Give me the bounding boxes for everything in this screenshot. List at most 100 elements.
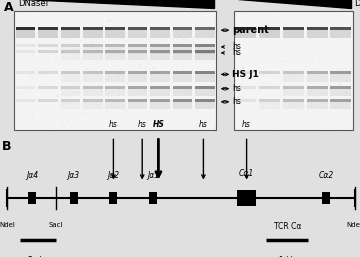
Bar bbox=[346, 106, 347, 107]
Bar bbox=[273, 107, 274, 108]
Bar bbox=[303, 50, 304, 51]
Bar bbox=[50, 48, 51, 49]
Bar bbox=[29, 15, 30, 16]
Bar bbox=[198, 39, 199, 40]
Bar bbox=[334, 26, 335, 27]
Bar bbox=[113, 123, 114, 124]
Bar bbox=[193, 12, 194, 13]
Bar bbox=[145, 13, 146, 14]
Bar bbox=[164, 15, 165, 16]
Text: NdeI: NdeI bbox=[0, 222, 15, 227]
Bar bbox=[256, 34, 257, 35]
Bar bbox=[184, 37, 185, 38]
Bar bbox=[257, 27, 258, 29]
Bar bbox=[198, 56, 199, 57]
Bar bbox=[291, 60, 292, 61]
Bar bbox=[207, 27, 208, 28]
Bar bbox=[134, 106, 135, 107]
Bar bbox=[27, 113, 28, 114]
Bar bbox=[91, 36, 93, 37]
Bar bbox=[283, 30, 304, 38]
Bar bbox=[311, 113, 312, 114]
Bar bbox=[327, 121, 328, 122]
Bar bbox=[345, 95, 346, 96]
Bar bbox=[109, 19, 110, 20]
Bar bbox=[271, 94, 273, 95]
Bar bbox=[142, 126, 143, 127]
Bar bbox=[262, 34, 263, 35]
Bar bbox=[201, 119, 202, 120]
Bar bbox=[76, 40, 77, 41]
Bar bbox=[89, 120, 90, 121]
Bar bbox=[48, 27, 49, 28]
Bar bbox=[60, 86, 80, 89]
Bar bbox=[249, 53, 250, 55]
Bar bbox=[40, 42, 41, 43]
Bar bbox=[328, 46, 329, 47]
Bar bbox=[170, 107, 171, 108]
Bar bbox=[189, 97, 190, 98]
Bar bbox=[150, 74, 170, 82]
Bar bbox=[322, 106, 323, 107]
Bar bbox=[69, 63, 70, 65]
Bar bbox=[150, 71, 170, 74]
Bar bbox=[130, 37, 131, 38]
Bar bbox=[183, 53, 184, 54]
Bar bbox=[167, 21, 168, 22]
Bar bbox=[173, 114, 174, 115]
Bar bbox=[67, 68, 68, 69]
Bar bbox=[128, 27, 148, 30]
Bar bbox=[70, 103, 71, 104]
Bar bbox=[187, 49, 188, 50]
Bar bbox=[248, 78, 249, 79]
Bar bbox=[16, 50, 35, 53]
Bar bbox=[30, 92, 31, 93]
Bar bbox=[212, 67, 213, 68]
Bar bbox=[299, 47, 300, 48]
Bar bbox=[65, 29, 66, 30]
Bar bbox=[26, 17, 27, 19]
Bar bbox=[299, 46, 300, 47]
Bar bbox=[328, 85, 329, 86]
Bar bbox=[98, 62, 99, 63]
Bar bbox=[261, 68, 262, 69]
Bar bbox=[21, 14, 22, 15]
Bar bbox=[283, 89, 304, 96]
Bar bbox=[262, 113, 263, 114]
Bar bbox=[306, 81, 307, 82]
Bar bbox=[37, 100, 39, 102]
Bar bbox=[93, 15, 94, 16]
Bar bbox=[203, 18, 204, 20]
Bar bbox=[130, 50, 131, 51]
Bar bbox=[259, 99, 280, 102]
Bar bbox=[216, 107, 217, 108]
Bar bbox=[116, 70, 117, 71]
Bar bbox=[319, 75, 320, 76]
Bar bbox=[175, 22, 176, 23]
Bar bbox=[100, 56, 102, 57]
Bar bbox=[58, 109, 59, 111]
Bar bbox=[136, 39, 137, 40]
Bar bbox=[114, 101, 115, 102]
Bar bbox=[301, 20, 302, 21]
Bar bbox=[352, 126, 353, 127]
Bar bbox=[262, 20, 264, 21]
Bar bbox=[145, 67, 146, 68]
Bar bbox=[336, 43, 337, 44]
Bar bbox=[285, 77, 286, 78]
Bar bbox=[350, 74, 351, 75]
Bar bbox=[98, 127, 99, 128]
Bar bbox=[203, 52, 204, 54]
Bar bbox=[267, 29, 268, 30]
Bar bbox=[165, 75, 166, 76]
Bar bbox=[281, 105, 282, 106]
Bar bbox=[150, 27, 170, 30]
Bar bbox=[155, 20, 156, 21]
Bar bbox=[215, 127, 216, 128]
Bar bbox=[40, 116, 41, 117]
Bar bbox=[172, 91, 173, 93]
Bar bbox=[131, 13, 132, 14]
Bar bbox=[300, 75, 301, 76]
Bar bbox=[296, 33, 297, 35]
Bar bbox=[266, 49, 267, 51]
